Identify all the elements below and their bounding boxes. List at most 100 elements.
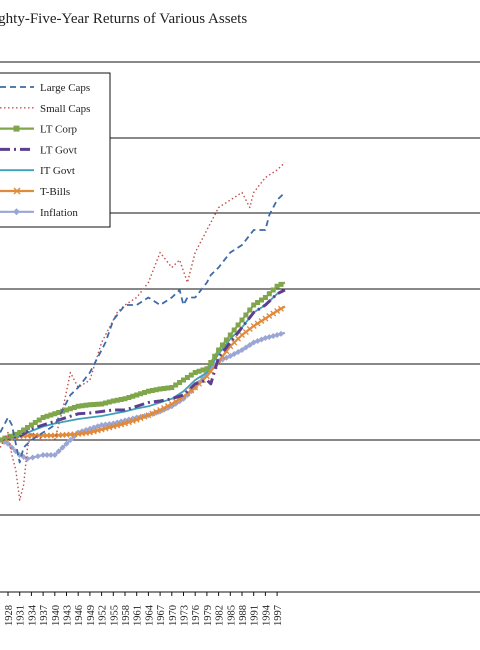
grid-lines — [0, 61, 480, 516]
data-point — [51, 452, 58, 458]
data-point — [274, 283, 280, 289]
data-point — [184, 375, 190, 380]
data-point — [165, 385, 171, 391]
data-point — [17, 430, 23, 435]
data-point — [75, 403, 81, 409]
data-point — [204, 366, 210, 372]
data-point — [141, 413, 148, 420]
x-tick-label: 1931 — [16, 605, 27, 626]
data-point — [250, 339, 257, 346]
data-point — [133, 416, 140, 423]
data-point — [114, 397, 120, 403]
data-point — [243, 312, 249, 318]
data-point — [12, 431, 18, 437]
data-point — [266, 313, 273, 319]
data-point — [161, 405, 167, 411]
data-point — [270, 310, 277, 317]
x-axis: 1928 1931 1934 1937 1940 1943 1946 1949 1952 1955… — [0, 591, 480, 626]
x-tick-label: 1988 — [238, 605, 249, 626]
data-point — [103, 400, 108, 406]
data-point — [216, 347, 222, 353]
data-point — [64, 407, 69, 413]
data-point — [239, 317, 245, 323]
data-point — [220, 342, 225, 348]
data-point — [278, 305, 284, 312]
data-point — [32, 420, 38, 425]
data-point — [137, 415, 144, 422]
data-point — [169, 385, 175, 390]
data-point — [254, 320, 261, 327]
data-point — [99, 401, 105, 407]
data-point — [145, 388, 151, 394]
x-tick-label: 1955 — [109, 605, 120, 626]
data-point — [192, 370, 198, 375]
data-point — [59, 444, 66, 451]
x-tick-label: 1940 — [51, 605, 62, 626]
data-point — [153, 387, 159, 393]
data-point — [25, 425, 30, 430]
data-point — [235, 322, 241, 328]
data-point — [52, 411, 58, 417]
legend-label: Inflation — [40, 207, 78, 219]
x-tick-label: 1964 — [144, 604, 155, 626]
data-point — [34, 453, 41, 460]
data-point — [188, 372, 194, 378]
data-point — [129, 418, 136, 424]
data-point — [138, 391, 144, 397]
x-tick-label: 1946 — [74, 605, 85, 626]
data-point — [157, 407, 164, 413]
data-point — [278, 281, 284, 287]
data-point — [231, 327, 237, 333]
x-tick-label: 1961 — [133, 605, 144, 626]
data-point — [106, 399, 112, 405]
x-tick-label: 1979 — [203, 605, 214, 626]
data-point — [223, 337, 229, 343]
legend-marker — [13, 208, 20, 216]
legend-marker — [13, 187, 21, 195]
data-point — [56, 410, 62, 415]
x-tick-label: 1943 — [63, 605, 74, 626]
data-point — [161, 386, 167, 391]
data-point — [250, 323, 257, 329]
data-point — [262, 315, 269, 322]
x-tick-label: 1952 — [98, 605, 109, 626]
legend-label: LT Govt — [40, 144, 77, 156]
data-point — [266, 291, 272, 297]
x-tick-label: 1967 — [156, 605, 167, 626]
x-tick-label: 1976 — [191, 605, 202, 626]
data-point — [145, 412, 152, 419]
data-point — [274, 308, 281, 314]
data-point — [262, 295, 268, 300]
data-point — [95, 401, 101, 407]
legend-label: LT Corp — [40, 124, 77, 136]
data-point — [44, 452, 50, 458]
data-point — [122, 396, 128, 402]
x-tick-label: 1997 — [273, 605, 284, 626]
x-tick-label: 1991 — [250, 605, 261, 626]
x-tick-label: 1985 — [226, 605, 237, 626]
data-point — [164, 403, 171, 409]
legend-label: T-Bills — [40, 186, 70, 198]
x-tick-label: 1994 — [261, 604, 272, 626]
data-point — [110, 398, 116, 404]
x-tick-label: 1934 — [27, 604, 38, 626]
data-point — [5, 440, 11, 447]
data-point — [48, 412, 54, 418]
data-point — [79, 403, 85, 409]
data-point — [28, 422, 34, 428]
legend-label: IT Govt — [40, 165, 75, 177]
x-tick-label: 1973 — [180, 605, 191, 626]
data-point — [149, 410, 156, 417]
data-point — [91, 402, 97, 407]
data-point — [67, 437, 74, 443]
data-point — [7, 433, 13, 439]
data-point — [36, 417, 42, 423]
data-point — [258, 318, 265, 324]
data-point — [212, 353, 218, 359]
data-point — [118, 397, 124, 402]
data-point — [173, 382, 179, 388]
data-point — [227, 332, 233, 338]
data-point — [2, 435, 8, 441]
data-point — [200, 367, 206, 373]
data-point — [47, 452, 54, 458]
